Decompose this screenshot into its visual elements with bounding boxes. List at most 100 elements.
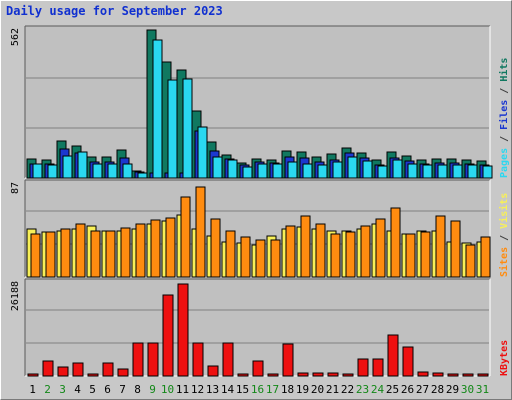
hits-files-pages-bar-pages <box>332 161 343 179</box>
x-tick-label: 5 <box>89 383 96 396</box>
kbytes-max-label: 26188 <box>10 281 21 311</box>
x-tick-label: 15 <box>236 383 249 396</box>
visits-sites-max-label: 87 <box>10 182 21 194</box>
x-tick-label: 22 <box>341 383 354 396</box>
visits-sites-bar-sites <box>345 231 356 278</box>
hits-files-pages-bar-pages <box>317 164 328 179</box>
visits-sites-bar-sites <box>360 225 371 278</box>
hits-files-pages-bar-pages <box>362 160 373 179</box>
hits-files-pages-bar-pages <box>482 165 493 179</box>
kbytes-bar-kbytes <box>447 373 459 377</box>
hits-files-pages-bar-pages <box>437 164 448 179</box>
x-tick-label: 4 <box>74 383 81 396</box>
kbytes-bar-kbytes <box>312 372 324 377</box>
visits-sites-bar-sites <box>165 217 176 278</box>
kbytes-bar-kbytes <box>357 358 369 377</box>
x-tick-label: 27 <box>416 383 429 396</box>
visits-sites-bar-sites <box>240 236 251 278</box>
visits-sites-bar-sites <box>225 230 236 278</box>
hits-files-pages-legend-label: Hits <box>498 58 510 88</box>
hits-files-pages-bar-pages <box>137 172 148 179</box>
x-tick-label: 20 <box>311 383 324 396</box>
hits-files-pages-bar-pages <box>422 164 433 179</box>
kbytes-bar-kbytes <box>282 343 294 377</box>
kbytes-bar-kbytes <box>252 360 264 377</box>
hits-files-pages-right-legend-text: Pages / Files / Hits <box>498 58 510 178</box>
hits-files-pages-bar-pages <box>182 78 193 179</box>
kbytes-bar-kbytes <box>222 342 234 377</box>
hits-files-pages-bar-pages <box>302 163 313 179</box>
kbytes-bar-kbytes <box>432 372 444 377</box>
x-tick-label: 19 <box>296 383 309 396</box>
kbytes-bar-kbytes <box>132 342 144 377</box>
hits-files-pages-bar-pages <box>272 163 283 179</box>
hits-files-pages-bar-pages <box>407 163 418 179</box>
visits-sites-bar-sites <box>255 239 266 278</box>
x-tick-label: 28 <box>431 383 444 396</box>
visits-sites-bar-sites <box>135 223 146 278</box>
x-tick-label: 18 <box>281 383 294 396</box>
hits-files-pages-bar-pages <box>377 165 388 179</box>
kbytes-bar-kbytes <box>207 365 219 377</box>
kbytes-bar-kbytes <box>342 373 354 377</box>
kbytes-legend-label: KBytes <box>499 340 510 376</box>
kbytes-bar-kbytes <box>117 368 129 377</box>
hits-files-pages-bar-pages <box>152 39 163 179</box>
hits-files-pages-bar-pages <box>122 163 133 179</box>
visits-sites-bar-sites <box>90 230 101 278</box>
x-tick-label: 8 <box>134 383 141 396</box>
hits-files-pages-bar-pages <box>92 163 103 179</box>
x-tick-label: 24 <box>371 383 385 396</box>
x-tick-label: 29 <box>446 383 459 396</box>
visits-sites-bar-sites <box>105 230 116 278</box>
x-tick-label: 21 <box>326 383 339 396</box>
kbytes-bar-kbytes <box>462 373 474 377</box>
hits-files-pages-bar-pages <box>467 164 478 179</box>
visits-sites-bar-sites <box>195 186 206 278</box>
x-tick-label: 3 <box>59 383 66 396</box>
visits-sites-bar-sites <box>375 218 386 278</box>
chart-title: Daily usage for September 2023 <box>6 4 223 18</box>
kbytes-bar-kbytes <box>177 283 189 377</box>
x-tick-label: 14 <box>221 383 235 396</box>
visits-sites-right-legend-text: Sites / Visits <box>498 193 510 277</box>
visits-sites-bar-sites <box>150 219 161 278</box>
visits-sites-bar-sites <box>120 227 131 278</box>
x-tick-label: 10 <box>161 383 174 396</box>
visits-sites-bar-sites <box>465 244 476 278</box>
kbytes-bar-kbytes <box>297 372 309 377</box>
hits-files-pages-bar-pages <box>347 156 358 179</box>
kbytes-bar-kbytes <box>42 360 54 377</box>
kbytes-bar-kbytes <box>87 373 99 377</box>
hits-files-pages-bar-pages <box>452 164 463 179</box>
hits-files-pages-bar-pages <box>47 164 58 179</box>
kbytes-bar-kbytes <box>477 373 489 377</box>
x-tick-label: 11 <box>176 383 189 396</box>
visits-sites-bar-sites <box>45 231 56 278</box>
hits-files-pages-bar-pages <box>62 155 73 179</box>
visits-sites-legend-label: Sites <box>498 247 510 277</box>
hits-files-pages-bar-pages <box>167 79 178 179</box>
hits-files-pages-bar-pages <box>197 126 208 179</box>
hits-files-pages-bar-pages <box>77 151 88 179</box>
x-tick-label: 26 <box>401 383 414 396</box>
hits-files-pages-legend-label: / <box>499 136 510 148</box>
x-tick-label: 13 <box>206 383 219 396</box>
kbytes-bar-kbytes <box>267 373 279 377</box>
kbytes-bar-kbytes <box>372 358 384 377</box>
visits-sites-bar-sites <box>405 233 416 278</box>
x-tick-label: 25 <box>386 383 399 396</box>
visits-sites-bar-sites <box>420 231 431 278</box>
kbytes-bar-kbytes <box>102 362 114 377</box>
hits-files-pages-bar-pages <box>212 156 223 179</box>
visits-sites-bar-sites <box>435 215 446 278</box>
hits-files-pages-bar-pages <box>107 163 118 179</box>
hits-files-pages-bar-pages <box>257 163 268 179</box>
visits-sites-bar-sites <box>285 225 296 278</box>
kbytes-bar-kbytes <box>237 373 249 377</box>
hits-files-pages-plot-area <box>25 26 490 178</box>
x-tick-label: 30 <box>461 383 474 396</box>
kbytes-right-legend-text: KBytes <box>499 340 510 376</box>
visits-sites-bar-sites <box>210 218 221 278</box>
